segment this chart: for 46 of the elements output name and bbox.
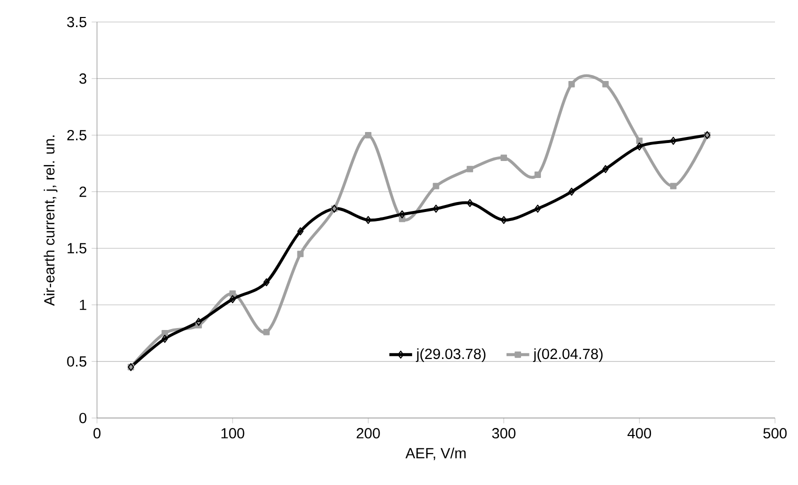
point: [263, 278, 270, 286]
point: [162, 334, 168, 343]
point: [568, 188, 575, 196]
y-tick-label: 0: [79, 412, 86, 424]
point: [365, 132, 372, 138]
x-tick-label: 400: [628, 428, 652, 438]
point: [636, 138, 643, 144]
point: [466, 166, 474, 172]
y-tick-label: 3: [79, 73, 86, 84]
point: [365, 216, 372, 224]
point: [670, 182, 677, 190]
x-tick-label: 300: [492, 428, 516, 438]
point: [162, 330, 168, 336]
point: [432, 204, 440, 213]
legend-label: j(29.03.78): [416, 348, 486, 362]
point: [670, 136, 676, 145]
point: [500, 216, 507, 224]
point: [297, 250, 304, 258]
point: [432, 182, 440, 190]
y-tick-label: 2.5: [67, 130, 86, 140]
point: [636, 142, 643, 150]
y-tick-label: 0.5: [67, 356, 86, 367]
y-tick-label: 2: [80, 186, 86, 197]
point: [229, 295, 236, 304]
x-tick-label: 0: [93, 428, 100, 438]
point: [602, 165, 609, 174]
y-axis-title: Air-earth current, j, rel. un.: [44, 136, 58, 306]
legend-label: j(02.04.78): [533, 348, 603, 362]
x-tick-label: 500: [763, 428, 787, 438]
x-tick-label: 100: [221, 428, 244, 438]
point: [229, 290, 236, 297]
point: [534, 172, 541, 178]
y-tick-label: 1: [80, 300, 86, 310]
point: [466, 199, 474, 208]
point: [500, 154, 508, 161]
y-tick-label: 1.5: [68, 243, 86, 254]
point: [297, 227, 304, 236]
x-axis-title: AEF, V/m: [405, 448, 466, 460]
point: [398, 210, 406, 218]
point: [534, 204, 541, 213]
point: [196, 318, 202, 326]
x-tick-label: 200: [356, 428, 380, 438]
point: [568, 81, 575, 88]
point: [263, 328, 270, 336]
point: [602, 81, 609, 88]
y-tick-label: 3.5: [67, 16, 86, 28]
